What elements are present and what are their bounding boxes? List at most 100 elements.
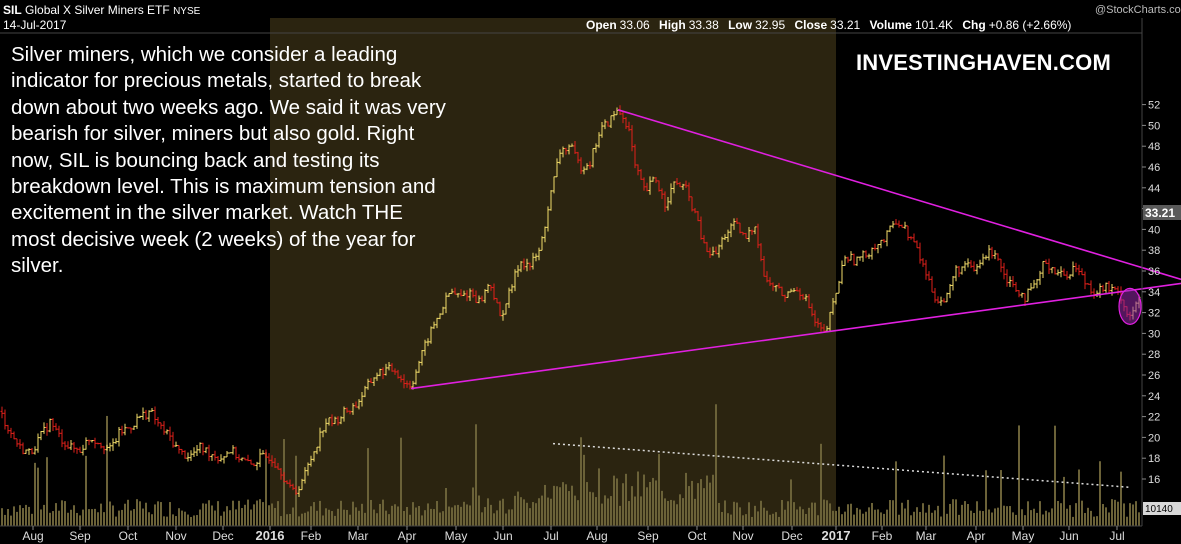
volume-bar xyxy=(7,509,9,526)
volume-bar xyxy=(892,500,894,526)
volume-bar xyxy=(814,502,816,526)
x-tick-label: Aug xyxy=(586,529,607,543)
volume-bar xyxy=(52,511,54,526)
volume-bar xyxy=(1087,507,1089,526)
volume-bar xyxy=(193,515,195,526)
volume-bar xyxy=(910,515,912,526)
volume-bar xyxy=(229,510,231,526)
volume-bar xyxy=(1054,425,1056,526)
volume-bar xyxy=(196,515,198,526)
volume-bar xyxy=(316,510,318,526)
volume-bar xyxy=(175,516,177,526)
volume-bar xyxy=(730,514,732,526)
volume-bar xyxy=(517,491,519,526)
volume-bar xyxy=(886,509,888,526)
volume-bar xyxy=(769,514,771,526)
volume-bar xyxy=(778,516,780,526)
volume-bar xyxy=(811,502,813,526)
volume-bar xyxy=(370,499,372,526)
volume-bar xyxy=(643,474,645,526)
volume-bar xyxy=(703,488,705,526)
low-label: Low xyxy=(728,18,753,32)
volume-bar xyxy=(568,491,570,526)
x-tick-label: Nov xyxy=(732,529,753,543)
y-tick-label: 46 xyxy=(1148,162,1160,174)
volume-bar xyxy=(49,512,51,526)
volume-bar xyxy=(298,516,300,526)
volume-bar xyxy=(184,511,186,526)
volume-bar xyxy=(337,508,339,526)
volume-bar xyxy=(226,506,228,526)
volume-bar xyxy=(91,509,93,526)
volume-bar xyxy=(949,503,951,526)
volume-bar xyxy=(217,501,219,526)
volume-bar xyxy=(859,509,861,526)
volume-bar xyxy=(523,499,525,526)
volume-bar xyxy=(934,510,936,526)
volume-bar xyxy=(655,480,657,526)
volume-bar xyxy=(481,512,483,526)
volume-bar xyxy=(1,508,3,526)
volume-bar xyxy=(550,498,552,526)
volume-bar xyxy=(1039,501,1041,526)
volume-bar xyxy=(187,514,189,526)
y-tick-label: 24 xyxy=(1148,391,1160,403)
volume-bar xyxy=(538,498,540,526)
volume-bar xyxy=(958,514,960,526)
volume-bar xyxy=(376,513,378,526)
volume-bar xyxy=(169,502,171,526)
volume-bar xyxy=(640,496,642,526)
volume-bar xyxy=(835,510,837,526)
volume-bar xyxy=(757,511,759,526)
volume-bar xyxy=(589,491,591,526)
y-tick-label: 18 xyxy=(1148,453,1160,465)
volume-bar xyxy=(688,486,690,526)
volume-bar xyxy=(973,512,975,526)
volume-bar xyxy=(691,480,693,526)
volume-bar xyxy=(232,500,234,526)
volume-bar xyxy=(10,515,12,526)
volume-bar xyxy=(766,510,768,526)
volume-bar xyxy=(784,509,786,526)
volume-bar xyxy=(613,475,615,526)
volume-bar xyxy=(1111,499,1113,526)
volume-bar xyxy=(94,508,96,526)
volume-bar xyxy=(664,498,666,526)
volume-bar xyxy=(373,509,375,526)
y-tick-label: 28 xyxy=(1148,349,1160,361)
low-value: 32.95 xyxy=(755,18,786,32)
volume-bar xyxy=(994,508,996,526)
volume-bar xyxy=(592,492,594,526)
volume-bar xyxy=(1033,508,1035,526)
shaded-period-2016 xyxy=(270,18,836,526)
volume-bar xyxy=(697,483,699,526)
volume-label: 10140 xyxy=(1145,504,1173,515)
y-tick-label: 38 xyxy=(1148,245,1160,257)
volume-bar xyxy=(139,501,141,526)
volume-bar xyxy=(937,505,939,526)
volume-bar xyxy=(526,502,528,526)
volume-bar xyxy=(793,502,795,526)
last-price-label: 33.21 xyxy=(1145,206,1175,220)
volume-bar xyxy=(898,514,900,526)
volume-bar xyxy=(292,507,294,526)
volume-bar xyxy=(1063,476,1065,526)
volume-bar xyxy=(61,500,63,526)
volume-bar xyxy=(943,455,945,526)
close-label: Close xyxy=(794,18,828,32)
volume-bar xyxy=(721,511,723,526)
volume-bar xyxy=(964,501,966,526)
y-tick-label: 32 xyxy=(1148,308,1160,320)
volume-bar xyxy=(1060,503,1062,526)
x-tick-label: Jun xyxy=(493,529,512,543)
last-price-tag: 33.21 xyxy=(1143,205,1181,220)
volume-bar xyxy=(319,500,321,526)
ticker-symbol: SIL xyxy=(3,3,22,17)
x-tick-label: Dec xyxy=(212,529,233,543)
volume-bar xyxy=(379,503,381,526)
volume-bar xyxy=(694,498,696,526)
volume-bar xyxy=(412,502,414,526)
volume-bar xyxy=(286,514,288,526)
volume-bar xyxy=(244,504,246,526)
